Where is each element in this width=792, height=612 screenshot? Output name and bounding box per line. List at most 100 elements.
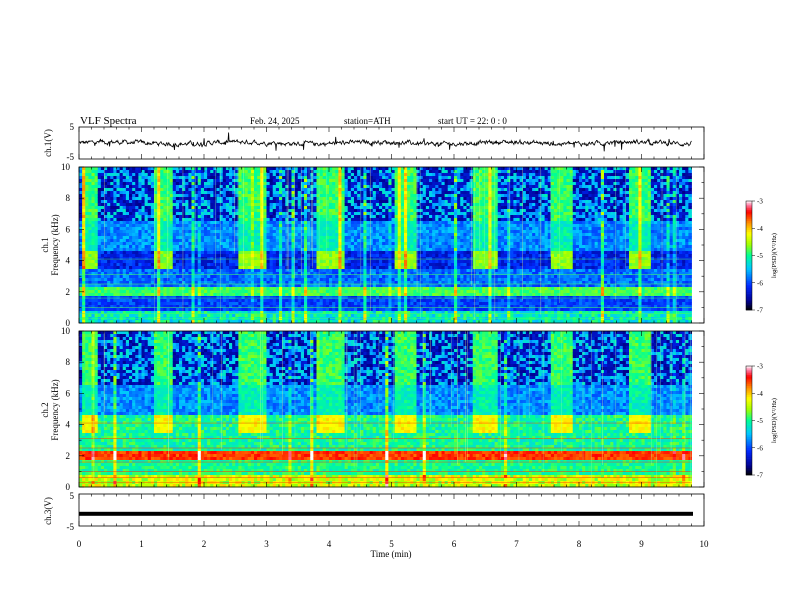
spectrogram-cell — [363, 185, 367, 189]
spectrogram-cell — [79, 218, 83, 222]
spectrogram-cell — [279, 227, 283, 231]
spectrogram-cell — [332, 227, 336, 231]
spectrogram-cell — [310, 278, 314, 282]
spectrogram-cell — [85, 287, 89, 291]
spectrogram-cell — [97, 314, 102, 318]
spectrogram-cell — [325, 317, 330, 321]
spectrogram-cell — [257, 167, 261, 171]
spectrogram-cell — [157, 197, 161, 201]
spectrogram-cell — [125, 176, 130, 180]
spectrogram-cell — [91, 242, 96, 246]
spectrogram-cell — [341, 173, 346, 177]
spectrogram-cell — [197, 200, 202, 204]
spectrogram-cell — [232, 239, 236, 243]
spectrogram-cell — [119, 167, 124, 171]
spectrogram-cell — [257, 299, 261, 303]
spectrogram-cell — [122, 209, 127, 213]
spectrogram-cell — [125, 197, 130, 201]
spectrogram-cell — [119, 284, 124, 288]
spectrogram-cell — [288, 299, 292, 303]
spectrogram-cell — [250, 197, 255, 201]
spectrogram-cell — [244, 248, 249, 252]
spectrogram-cell — [366, 251, 371, 255]
spectrogram-cell — [191, 293, 196, 297]
spectrogram-cell — [313, 314, 317, 318]
spectrogram-cell — [191, 254, 196, 258]
spectrogram-cell — [332, 200, 336, 204]
spectrogram-cell — [332, 275, 336, 279]
spectrogram-cell — [182, 218, 186, 222]
spectrogram-cell — [169, 173, 174, 177]
spectrogram-cell — [116, 173, 121, 177]
spectrogram-cell — [163, 275, 167, 279]
spectrogram-cell — [288, 233, 292, 237]
spectrogram-cell — [254, 239, 258, 243]
spectrogram-cell — [272, 248, 277, 252]
spectrogram-cell — [350, 206, 355, 210]
spectrogram-cell — [254, 182, 258, 186]
spectrogram-cell — [363, 218, 367, 222]
spectrogram-cell — [282, 281, 286, 285]
spectrogram-cell — [344, 167, 349, 171]
spectrogram-cell — [238, 182, 242, 186]
spectrogram-cell — [341, 185, 346, 189]
spectrogram-cell — [225, 221, 230, 225]
spectrogram-cell — [129, 269, 133, 273]
spectrogram-cell — [150, 293, 155, 297]
spectrogram-cell — [363, 269, 367, 273]
spectrogram-cell — [200, 212, 205, 216]
spectrogram-cell — [329, 215, 333, 219]
spectrogram-cell — [335, 179, 339, 183]
spectrogram-cell — [154, 317, 158, 321]
spectrogram-cell — [197, 317, 202, 321]
spectrogram-cell — [141, 314, 146, 318]
spectrogram-cell — [138, 221, 142, 225]
spectrogram-cell — [100, 281, 105, 285]
spectrogram-cell — [229, 185, 233, 189]
spectrogram-cell — [288, 242, 292, 246]
spectrogram-cell — [347, 197, 352, 201]
spectrogram-cell — [238, 290, 242, 294]
spectrogram-cell — [338, 239, 342, 243]
spectrogram-cell — [260, 209, 264, 213]
spectrogram-cell — [294, 260, 299, 264]
spectrogram-cell — [332, 182, 336, 186]
spectrogram-cell — [129, 317, 133, 321]
spectrogram-cell — [154, 248, 158, 252]
spectrogram-cell — [275, 170, 280, 174]
spectrogram-cell — [263, 314, 267, 318]
spectrogram-cell — [219, 287, 224, 291]
spectrogram-cell — [135, 305, 139, 309]
spectrogram-cell — [354, 317, 358, 321]
spectrogram-cell — [300, 233, 305, 237]
spectrogram-cell — [247, 251, 252, 255]
spectrogram-cell — [188, 311, 192, 315]
spectrogram-cell — [79, 293, 83, 297]
spectrogram-cell — [157, 221, 161, 225]
spectrogram-cell — [197, 272, 202, 276]
spectrogram-cell — [107, 254, 111, 258]
spectrogram-cell — [369, 278, 374, 282]
spectrogram-cell — [150, 320, 155, 324]
spectrogram-cell — [110, 224, 114, 228]
spectrogram-cell — [185, 167, 189, 171]
spectrogram-cell — [329, 269, 333, 273]
spectrogram-cell — [94, 215, 99, 219]
spectrogram-cell — [219, 239, 224, 243]
spectrogram-cell — [257, 203, 261, 207]
spectrogram-cell — [132, 245, 136, 249]
spectrogram-cell — [257, 245, 261, 249]
spectrogram-cell — [341, 290, 346, 294]
spectrogram-cell — [132, 269, 136, 273]
spectrogram-cell — [204, 206, 208, 210]
spectrogram-cell — [316, 209, 321, 213]
spectrogram-cell — [357, 299, 361, 303]
spectrogram-cell — [338, 182, 342, 186]
spectrogram-cell — [291, 233, 296, 237]
spectrogram-cell — [188, 308, 192, 312]
spectrogram-cell — [185, 236, 189, 240]
spectrogram-cell — [335, 203, 339, 207]
spectrogram-cell — [113, 197, 117, 201]
spectrogram-cell — [216, 227, 221, 231]
spectrogram-cell — [138, 260, 142, 264]
